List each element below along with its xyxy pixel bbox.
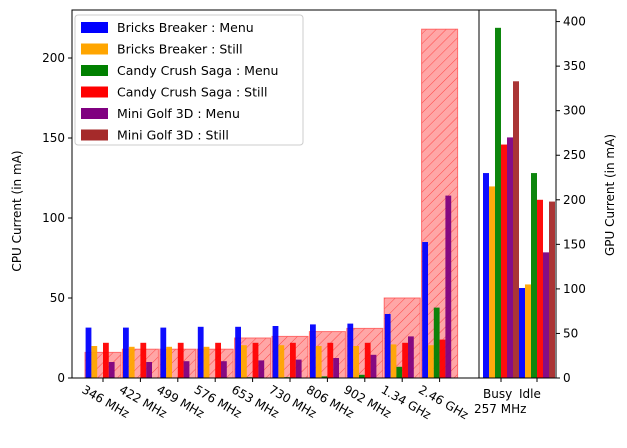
legend: Bricks Breaker : Menu Bricks Breaker : St… [75,15,303,145]
cpu-bar [296,360,302,378]
y-left-tick-label: 150 [42,131,65,145]
cpu-bar [310,324,316,378]
cpu-bar [129,347,135,378]
cpu-bar [204,347,210,378]
cpu-bar [253,343,259,378]
gpu-bar [513,81,519,378]
cpu-bar [215,343,221,378]
cpu-bar [353,346,359,378]
gpu-bar [549,202,555,378]
cpu-bar [290,343,296,378]
cpu-bar [445,196,451,378]
y-right-tick-label: 50 [563,326,578,340]
gpu-bar [483,173,489,378]
cpu-bar [241,345,247,378]
cpu-bar [391,344,397,378]
legend-swatch [81,65,108,76]
x-tick-label-line: Idle [519,387,541,401]
gpu-bar [531,173,537,378]
legend-swatch [81,87,108,98]
cpu-bar [347,324,353,378]
cpu-bar [440,340,446,378]
gpu-bar [501,145,507,378]
y-right-tick-label: 200 [563,193,586,207]
cpu-bar [103,343,109,378]
cpu-bar [428,345,434,378]
cpu-bar [123,328,129,378]
cpu-bar [365,343,371,378]
gpu-bar [543,252,549,378]
cpu-bar [166,347,172,378]
cpu-bar [278,345,284,378]
cpu-bar [221,361,227,378]
cpu-bar [258,360,264,378]
cpu-bar [371,355,377,378]
cpu-bar [402,343,408,378]
cpu-bar [273,326,279,378]
y-right-tick-label: 0 [563,371,571,385]
y-right-tick-label: 100 [563,282,586,296]
cpu-bar [327,343,333,378]
legend-label: Candy Crush Saga : Menu [117,63,278,78]
cpu-bar [385,314,391,378]
legend-label: Mini Golf 3D : Still [117,128,229,143]
cpu-bar [86,328,92,378]
x-tick-label-line: 257 MHz [474,402,526,416]
cpu-bar [184,361,190,378]
gpu-bar [507,137,513,378]
cpu-bar [235,327,241,378]
y-left-tick-label: 200 [42,51,65,65]
cpu-bar [333,358,339,378]
legend-label: Bricks Breaker : Still [117,42,243,57]
y-left-tick-label: 50 [50,291,65,305]
gpu-bar [489,186,495,378]
cpu-bar [109,362,115,378]
y-right-tick-label: 300 [563,104,586,118]
y-left-tick-label: 100 [42,211,65,225]
gpu-bar [537,200,543,378]
legend-swatch [81,22,108,33]
legend-label: Mini Golf 3D : Menu [117,106,240,121]
y-axis-label-left: CPU Current (in mA) [10,150,24,271]
y-axis-label-right: GPU Current (in mA) [603,134,617,256]
cpu-bar [178,343,184,378]
legend-swatch [81,108,108,119]
y-left-tick-label: 0 [57,371,65,385]
cpu-bar [91,346,97,378]
cpu-bar [434,308,440,378]
cpu-bar [146,362,152,378]
y-right-tick-label: 150 [563,237,586,251]
y-right-tick-label: 250 [563,148,586,162]
cpu-bar [422,242,428,378]
gpu-bar [525,284,531,378]
cpu-bar [408,336,414,378]
cpu-bar [198,327,204,378]
gpu-bar [519,288,525,378]
cpu-bar [160,328,166,378]
x-tick-label-line: Busy [483,387,512,401]
legend-label: Candy Crush Saga : Still [117,85,267,100]
cpu-bar [140,343,146,378]
cpu-bar [316,346,322,378]
legend-swatch [81,44,108,55]
cpu-bar [396,367,402,378]
y-right-tick-label: 350 [563,59,586,73]
x-tick-label-gpu: Idle [519,387,541,401]
gpu-bar [495,28,501,378]
legend-swatch [81,130,108,141]
legend-label: Bricks Breaker : Menu [117,20,254,35]
y-right-tick-label: 400 [563,15,586,29]
